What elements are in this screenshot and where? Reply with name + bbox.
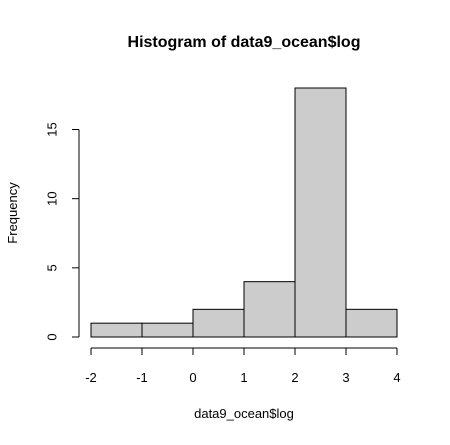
histogram-bar	[345, 308, 398, 338]
y-axis-label: Frequency	[5, 182, 20, 244]
x-tick-label: 3	[342, 370, 349, 385]
y-tick-label: 5	[44, 264, 59, 271]
histogram-bar	[294, 87, 347, 338]
x-tick-label: 1	[240, 370, 247, 385]
histogram-bar	[243, 281, 296, 338]
x-axis-label: data9_ocean$log	[194, 406, 294, 421]
y-tick-label: 10	[44, 191, 59, 205]
x-tick-label: 0	[189, 370, 196, 385]
histogram-bar	[90, 322, 143, 338]
x-tick-label: -1	[136, 370, 148, 385]
bars-group	[90, 87, 398, 338]
x-tick-label: 2	[291, 370, 298, 385]
x-tick-label: 4	[393, 370, 400, 385]
y-tick-label: 15	[44, 122, 59, 136]
x-tick-label: -2	[85, 370, 97, 385]
histogram-bar	[141, 322, 194, 338]
y-axis: 0 5 10 15	[44, 122, 80, 341]
chart-title: Histogram of data9_ocean$log	[128, 34, 361, 51]
x-axis: -2 -1 0 1 2 3 4	[85, 347, 401, 385]
y-tick-label: 0	[44, 333, 59, 340]
histogram-bar	[192, 308, 245, 338]
